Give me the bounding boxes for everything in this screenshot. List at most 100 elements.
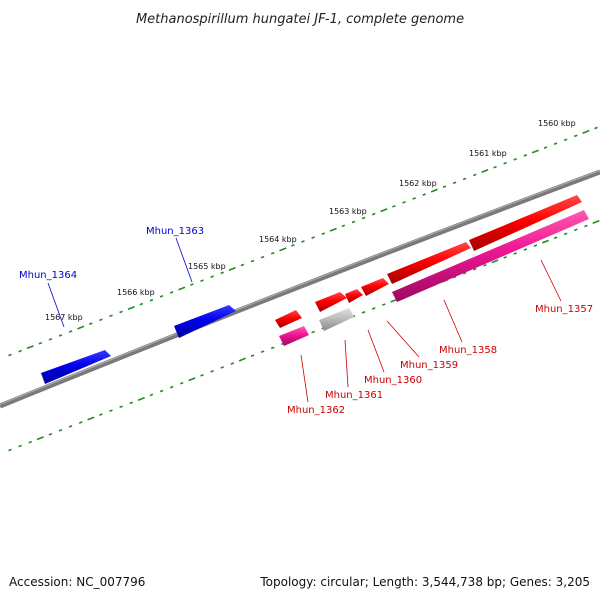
- minor-tick: [48, 432, 53, 436]
- major-tick: [380, 208, 388, 213]
- minor-tick: [361, 216, 366, 220]
- minor-tick: [89, 322, 93, 326]
- minor-tick: [563, 138, 568, 142]
- forward-strand-genes: [41, 195, 582, 384]
- minor-tick: [48, 338, 53, 341]
- major-tick: [127, 306, 135, 311]
- major-tick: [36, 436, 44, 441]
- major-tick: [430, 188, 438, 193]
- minor-tick: [190, 283, 194, 286]
- minor-tick: [392, 204, 396, 208]
- minor-tick: [159, 389, 164, 393]
- minor-tick: [260, 350, 265, 354]
- minor-tick: [230, 362, 235, 365]
- minor-tick: [462, 177, 467, 181]
- gene-mhun-1358-b[interactable]: [469, 195, 582, 251]
- minor-tick: [210, 275, 214, 279]
- genome-backbone-highlight: [0, 170, 600, 405]
- major-tick: [178, 286, 186, 291]
- gene-mhun-1359-a[interactable]: [345, 289, 363, 303]
- minor-tick: [270, 346, 275, 350]
- minor-tick: [574, 228, 578, 232]
- gene-mhun-1362-small[interactable]: [275, 310, 302, 328]
- minor-tick: [321, 232, 325, 236]
- major-tick: [87, 416, 95, 421]
- minor-tick: [503, 256, 507, 259]
- minor-tick: [149, 393, 154, 397]
- gene-mhun-1363[interactable]: [174, 305, 236, 338]
- reverse-strand-genes: [275, 210, 589, 346]
- gene-labels: Mhun_1364 Mhun_1363 Mhun_1357 Mhun_1358 …: [19, 226, 593, 416]
- accession-text: Accession: NC_007796: [9, 575, 146, 589]
- minor-tick: [240, 263, 245, 267]
- minor-tick: [402, 201, 406, 204]
- scale-label-1567: 1567 kbp: [45, 313, 83, 322]
- minor-tick: [442, 185, 447, 189]
- minor-tick: [452, 181, 457, 185]
- gene-mhun-1362[interactable]: [279, 326, 309, 346]
- gene-mhun-1361[interactable]: [319, 308, 354, 331]
- minor-tick: [18, 444, 22, 448]
- minor-tick: [99, 413, 103, 416]
- label-mhun-1360: Mhun_1360: [364, 375, 422, 386]
- minor-tick: [422, 193, 426, 196]
- minor-tick: [472, 267, 477, 271]
- minor-tick: [250, 259, 255, 263]
- scale-ticks-top: [8, 126, 598, 357]
- minor-tick: [371, 307, 376, 310]
- scale-labels: 1560 kbp 1561 kbp 1562 kbp 1563 kbp 1564…: [45, 119, 576, 322]
- minor-tick: [361, 311, 366, 314]
- minor-tick: [220, 366, 224, 369]
- major-tick: [481, 169, 489, 174]
- scale-label-1560: 1560 kbp: [538, 119, 576, 128]
- minor-tick: [543, 146, 548, 149]
- scale-label-1566: 1566 kbp: [117, 288, 155, 297]
- minor-tick: [109, 409, 113, 413]
- major-tick: [228, 266, 236, 271]
- minor-tick: [260, 255, 265, 259]
- major-tick: [582, 129, 590, 134]
- leader-mhun-1362: [300, 354, 309, 403]
- minor-tick: [250, 354, 255, 357]
- major-tick: [279, 247, 287, 252]
- major-tick: [491, 259, 499, 264]
- minor-tick: [119, 405, 123, 409]
- minor-tick: [412, 197, 416, 200]
- minor-tick: [38, 341, 43, 345]
- gene-mhun-1364[interactable]: [41, 350, 111, 384]
- leader-mhun-1361: [344, 339, 349, 388]
- gene-mhun-1358[interactable]: [387, 242, 471, 284]
- topology-text: Topology: circular; Length: 3,544,738 bp…: [260, 575, 590, 589]
- minor-tick: [574, 134, 578, 138]
- leader-mhun-1357: [540, 259, 562, 302]
- scale-label-1561: 1561 kbp: [469, 149, 507, 158]
- leader-mhun-1363: [175, 237, 193, 283]
- label-mhun-1361: Mhun_1361: [325, 390, 383, 401]
- leader-mhun-1359: [386, 320, 420, 358]
- major-tick: [137, 396, 145, 401]
- leader-mhun-1358: [443, 299, 463, 343]
- label-mhun-1363: Mhun_1363: [146, 226, 204, 237]
- gene-mhun-1357[interactable]: [392, 210, 589, 302]
- minor-tick: [149, 298, 154, 302]
- minor-tick: [68, 425, 73, 428]
- minor-tick: [311, 236, 315, 239]
- minor-tick: [220, 271, 224, 275]
- major-tick: [238, 357, 246, 362]
- minor-tick: [462, 271, 467, 275]
- major-tick: [329, 227, 337, 232]
- minor-tick: [169, 291, 174, 294]
- gene-mhun-1359[interactable]: [361, 278, 389, 296]
- minor-tick: [351, 220, 356, 224]
- minor-tick: [18, 349, 22, 353]
- label-mhun-1358: Mhun_1358: [439, 345, 497, 356]
- minor-tick: [553, 142, 558, 145]
- major-tick: [188, 377, 196, 382]
- gene-mhun-1360[interactable]: [315, 292, 347, 312]
- minor-tick: [553, 236, 558, 240]
- minor-tick: [270, 251, 275, 255]
- minor-tick: [594, 126, 598, 130]
- minor-tick: [371, 212, 376, 216]
- major-tick: [531, 149, 539, 154]
